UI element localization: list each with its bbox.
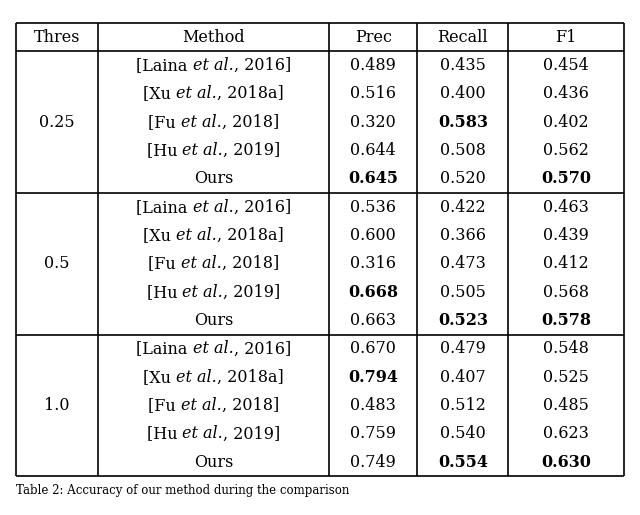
Text: et al.: et al. [193,340,234,357]
Text: 0.570: 0.570 [541,170,591,187]
Text: [Laina: [Laina [136,199,193,216]
Text: [Fu: [Fu [148,397,181,414]
Text: 0.366: 0.366 [440,227,486,244]
Text: 0.439: 0.439 [543,227,589,244]
Text: et al.: et al. [193,57,234,74]
Text: 0.600: 0.600 [350,227,396,244]
Text: 0.578: 0.578 [541,312,591,329]
Text: 0.548: 0.548 [543,340,589,357]
Text: 0.412: 0.412 [543,255,589,272]
Text: Prec: Prec [355,29,392,46]
Text: 0.508: 0.508 [440,142,486,159]
Text: , 2019]: , 2019] [223,284,280,301]
Text: 0.525: 0.525 [543,369,589,386]
Text: [Hu: [Hu [147,142,182,159]
Text: 0.562: 0.562 [543,142,589,159]
Text: Recall: Recall [438,29,488,46]
Text: 0.316: 0.316 [350,255,396,272]
Text: , 2019]: , 2019] [223,142,280,159]
Text: 0.479: 0.479 [440,340,486,357]
Text: 0.400: 0.400 [440,85,486,102]
Text: 0.630: 0.630 [541,454,591,471]
Text: 0.483: 0.483 [350,397,396,414]
Text: 0.454: 0.454 [543,57,589,74]
Text: 0.463: 0.463 [543,199,589,216]
Text: 1.0: 1.0 [44,397,70,414]
Text: , 2019]: , 2019] [223,425,280,442]
Text: et al.: et al. [181,114,222,131]
Text: , 2016]: , 2016] [234,340,291,357]
Text: , 2018]: , 2018] [222,255,279,272]
Text: [Xu: [Xu [143,227,177,244]
Text: 0.5: 0.5 [44,255,70,272]
Text: [Hu: [Hu [147,425,182,442]
Text: 0.645: 0.645 [348,170,398,187]
Text: 0.568: 0.568 [543,284,589,301]
Text: 0.435: 0.435 [440,57,486,74]
Text: et al.: et al. [181,255,222,272]
Text: 0.759: 0.759 [350,425,396,442]
Text: Ours: Ours [194,454,234,471]
Text: 0.583: 0.583 [438,114,488,131]
Text: [Fu: [Fu [148,114,181,131]
Text: 0.794: 0.794 [348,369,398,386]
Text: et al.: et al. [182,425,223,442]
Text: et al.: et al. [177,227,217,244]
Text: et al.: et al. [181,397,222,414]
Text: 0.512: 0.512 [440,397,486,414]
Text: [Laina: [Laina [136,57,193,74]
Text: 0.436: 0.436 [543,85,589,102]
Text: et al.: et al. [177,369,217,386]
Text: , 2016]: , 2016] [234,57,291,74]
Text: 0.485: 0.485 [543,397,589,414]
Text: [Fu: [Fu [148,255,181,272]
Text: et al.: et al. [182,284,223,301]
Text: et al.: et al. [177,85,217,102]
Text: F1: F1 [556,29,577,46]
Text: 0.540: 0.540 [440,425,486,442]
Text: , 2016]: , 2016] [234,199,291,216]
Text: Ours: Ours [194,312,234,329]
Text: 0.402: 0.402 [543,114,589,131]
Text: 0.523: 0.523 [438,312,488,329]
Text: 0.644: 0.644 [350,142,396,159]
Text: 0.320: 0.320 [350,114,396,131]
Text: 0.422: 0.422 [440,199,486,216]
Text: , 2018a]: , 2018a] [217,85,284,102]
Text: , 2018a]: , 2018a] [217,369,284,386]
Text: 0.623: 0.623 [543,425,589,442]
Text: 0.554: 0.554 [438,454,488,471]
Text: 0.520: 0.520 [440,170,486,187]
Text: [Xu: [Xu [143,85,177,102]
Text: Thres: Thres [34,29,80,46]
Text: , 2018]: , 2018] [222,114,279,131]
Text: [Laina: [Laina [136,340,193,357]
Text: 0.670: 0.670 [350,340,396,357]
Text: 0.407: 0.407 [440,369,486,386]
Text: [Hu: [Hu [147,284,182,301]
Text: 0.473: 0.473 [440,255,486,272]
Text: 0.663: 0.663 [350,312,396,329]
Text: 0.668: 0.668 [348,284,398,301]
Text: 0.25: 0.25 [39,114,75,131]
Text: Ours: Ours [194,170,234,187]
Text: Method: Method [182,29,245,46]
Text: [Xu: [Xu [143,369,177,386]
Text: Table 2: Accuracy of our method during the comparison: Table 2: Accuracy of our method during t… [16,484,349,497]
Text: 0.505: 0.505 [440,284,486,301]
Text: , 2018]: , 2018] [222,397,279,414]
Text: 0.489: 0.489 [350,57,396,74]
Text: , 2018a]: , 2018a] [217,227,284,244]
Text: 0.536: 0.536 [350,199,396,216]
Text: 0.516: 0.516 [350,85,396,102]
Text: et al.: et al. [193,199,234,216]
Text: et al.: et al. [182,142,223,159]
Text: 0.749: 0.749 [350,454,396,471]
